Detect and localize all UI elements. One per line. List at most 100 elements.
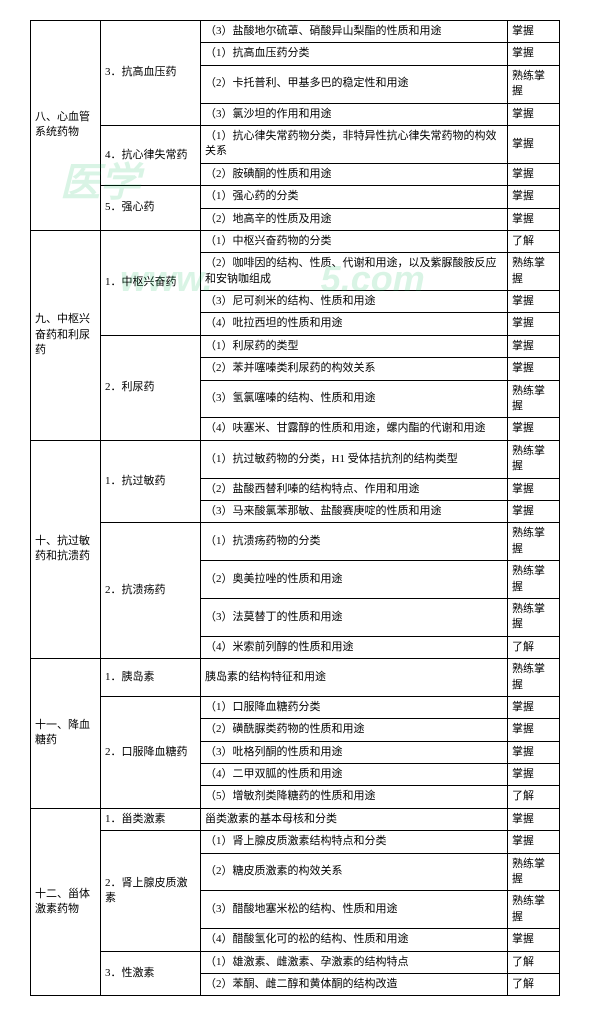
table-row: 2．利尿药（1）利尿药的类型掌握 xyxy=(31,335,560,357)
level-cell: 熟练掌握 xyxy=(508,380,560,418)
group-title: 1．甾类激素 xyxy=(101,808,201,830)
level-cell: 了解 xyxy=(508,230,560,252)
content-cell: （3）醋酸地塞米松的结构、性质和用途 xyxy=(201,891,508,929)
level-cell: 掌握 xyxy=(508,741,560,763)
group-title: 2．抗溃疡药 xyxy=(101,523,201,659)
group-title: 1．抗过敏药 xyxy=(101,440,201,523)
table-row: 3．性激素（1）雄激素、雌激素、孕激素的结构特点了解 xyxy=(31,951,560,973)
level-cell: 掌握 xyxy=(508,418,560,440)
level-cell: 掌握 xyxy=(508,208,560,230)
section-title: 十、抗过敏药和抗溃药 xyxy=(31,440,101,658)
level-cell: 熟练掌握 xyxy=(508,253,560,291)
content-cell: （1）雄激素、雌激素、孕激素的结构特点 xyxy=(201,951,508,973)
level-cell: 掌握 xyxy=(508,929,560,951)
level-cell: 了解 xyxy=(508,973,560,995)
table-row: 八、心血管系统药物3．抗高血压药（3）盐酸地尔硫䓬、硝酸异山梨酯的性质和用途掌握 xyxy=(31,21,560,43)
content-cell: （3）氢氯噻嗪的结构、性质和用途 xyxy=(201,380,508,418)
level-cell: 掌握 xyxy=(508,21,560,43)
content-cell: （5）增敏剂类降糖药的性质和用途 xyxy=(201,786,508,808)
table-row: 十二、甾体激素药物1．甾类激素甾类激素的基本母核和分类掌握 xyxy=(31,808,560,830)
section-title: 十二、甾体激素药物 xyxy=(31,808,101,996)
content-cell: （2）盐酸西替利嗪的结构特点、作用和用途 xyxy=(201,478,508,500)
level-cell: 熟练掌握 xyxy=(508,598,560,636)
content-cell: （3）尼可刹米的结构、性质和用途 xyxy=(201,291,508,313)
content-cell: （3）马来酸氯苯那敏、盐酸赛庚啶的性质和用途 xyxy=(201,500,508,522)
level-cell: 掌握 xyxy=(508,808,560,830)
level-cell: 掌握 xyxy=(508,125,560,163)
content-cell: （1）利尿药的类型 xyxy=(201,335,508,357)
level-cell: 掌握 xyxy=(508,831,560,853)
content-cell: （3）法莫替丁的性质和用途 xyxy=(201,598,508,636)
level-cell: 掌握 xyxy=(508,719,560,741)
table-row: 九、中枢兴奋药和利尿药1．中枢兴奋药（1）中枢兴奋药物的分类了解 xyxy=(31,230,560,252)
table-row: 4．抗心律失常药（1）抗心律失常药物分类，非特异性抗心律失常药物的构效关系掌握 xyxy=(31,125,560,163)
content-cell: （1）抗溃疡药物的分类 xyxy=(201,523,508,561)
level-cell: 了解 xyxy=(508,786,560,808)
section-title: 八、心血管系统药物 xyxy=(31,21,101,231)
content-cell: （1）抗高血压药分类 xyxy=(201,43,508,65)
group-title: 1．中枢兴奋药 xyxy=(101,230,201,335)
table-row: 十、抗过敏药和抗溃药1．抗过敏药（1）抗过敏药物的分类，H1 受体拮抗剂的结构类… xyxy=(31,440,560,478)
table-row: 2．抗溃疡药（1）抗溃疡药物的分类熟练掌握 xyxy=(31,523,560,561)
level-cell: 掌握 xyxy=(508,186,560,208)
content-cell: （2）苯并噻嗪类利尿药的构效关系 xyxy=(201,358,508,380)
group-title: 4．抗心律失常药 xyxy=(101,125,201,185)
level-cell: 掌握 xyxy=(508,358,560,380)
table-row: 2．口服降血糖药（1）口服降血糖药分类掌握 xyxy=(31,696,560,718)
section-title: 十一、降血糖药 xyxy=(31,659,101,809)
group-title: 3．抗高血压药 xyxy=(101,21,201,126)
content-cell: （4）醋酸氢化可的松的结构、性质和用途 xyxy=(201,929,508,951)
content-cell: （2）咖啡因的结构、性质、代谢和用途，以及紫脲酸胺反应和安钠咖组成 xyxy=(201,253,508,291)
level-cell: 掌握 xyxy=(508,103,560,125)
level-cell: 了解 xyxy=(508,951,560,973)
level-cell: 掌握 xyxy=(508,313,560,335)
content-cell: （2）地高辛的性质及用途 xyxy=(201,208,508,230)
content-cell: （1）口服降血糖药分类 xyxy=(201,696,508,718)
content-cell: （3）吡格列酮的性质和用途 xyxy=(201,741,508,763)
content-cell: （2）胺碘酮的性质和用途 xyxy=(201,163,508,185)
level-cell: 掌握 xyxy=(508,335,560,357)
content-cell: （3）盐酸地尔硫䓬、硝酸异山梨酯的性质和用途 xyxy=(201,21,508,43)
level-cell: 熟练掌握 xyxy=(508,853,560,891)
content-cell: （2）卡托普利、甲基多巴的稳定性和用途 xyxy=(201,65,508,103)
content-cell: （1）中枢兴奋药物的分类 xyxy=(201,230,508,252)
level-cell: 掌握 xyxy=(508,291,560,313)
content-cell: （4）米索前列醇的性质和用途 xyxy=(201,636,508,658)
content-cell: （4）呋塞米、甘露醇的性质和用途，螺内酯的代谢和用途 xyxy=(201,418,508,440)
level-cell: 熟练掌握 xyxy=(508,65,560,103)
table-row: 十一、降血糖药1．胰岛素胰岛素的结构特征和用途熟练掌握 xyxy=(31,659,560,697)
level-cell: 掌握 xyxy=(508,696,560,718)
level-cell: 掌握 xyxy=(508,500,560,522)
section-title: 九、中枢兴奋药和利尿药 xyxy=(31,230,101,440)
level-cell: 了解 xyxy=(508,636,560,658)
level-cell: 熟练掌握 xyxy=(508,891,560,929)
group-title: 3．性激素 xyxy=(101,951,201,996)
level-cell: 熟练掌握 xyxy=(508,659,560,697)
group-title: 2．利尿药 xyxy=(101,335,201,440)
syllabus-table: 八、心血管系统药物3．抗高血压药（3）盐酸地尔硫䓬、硝酸异山梨酯的性质和用途掌握… xyxy=(30,20,560,996)
content-cell: （3）氯沙坦的作用和用途 xyxy=(201,103,508,125)
group-title: 2．肾上腺皮质激素 xyxy=(101,831,201,951)
content-cell: （2）苯酮、雌二醇和黄体酮的结构改造 xyxy=(201,973,508,995)
content-cell: （2）奥美拉唑的性质和用途 xyxy=(201,561,508,599)
content-cell: 胰岛素的结构特征和用途 xyxy=(201,659,508,697)
table-row: 2．肾上腺皮质激素（1）肾上腺皮质激素结构特点和分类掌握 xyxy=(31,831,560,853)
content-cell: （2）磺酰脲类药物的性质和用途 xyxy=(201,719,508,741)
content-cell: （4）吡拉西坦的性质和用途 xyxy=(201,313,508,335)
level-cell: 熟练掌握 xyxy=(508,440,560,478)
group-title: 2．口服降血糖药 xyxy=(101,696,201,808)
content-cell: 甾类激素的基本母核和分类 xyxy=(201,808,508,830)
level-cell: 熟练掌握 xyxy=(508,523,560,561)
group-title: 5．强心药 xyxy=(101,186,201,231)
content-cell: （1）肾上腺皮质激素结构特点和分类 xyxy=(201,831,508,853)
level-cell: 掌握 xyxy=(508,764,560,786)
level-cell: 熟练掌握 xyxy=(508,561,560,599)
level-cell: 掌握 xyxy=(508,163,560,185)
content-cell: （1）强心药的分类 xyxy=(201,186,508,208)
level-cell: 掌握 xyxy=(508,43,560,65)
table-row: 5．强心药（1）强心药的分类掌握 xyxy=(31,186,560,208)
content-cell: （1）抗过敏药物的分类，H1 受体拮抗剂的结构类型 xyxy=(201,440,508,478)
content-cell: （2）糖皮质激素的构效关系 xyxy=(201,853,508,891)
content-cell: （4）二甲双胍的性质和用途 xyxy=(201,764,508,786)
level-cell: 掌握 xyxy=(508,478,560,500)
